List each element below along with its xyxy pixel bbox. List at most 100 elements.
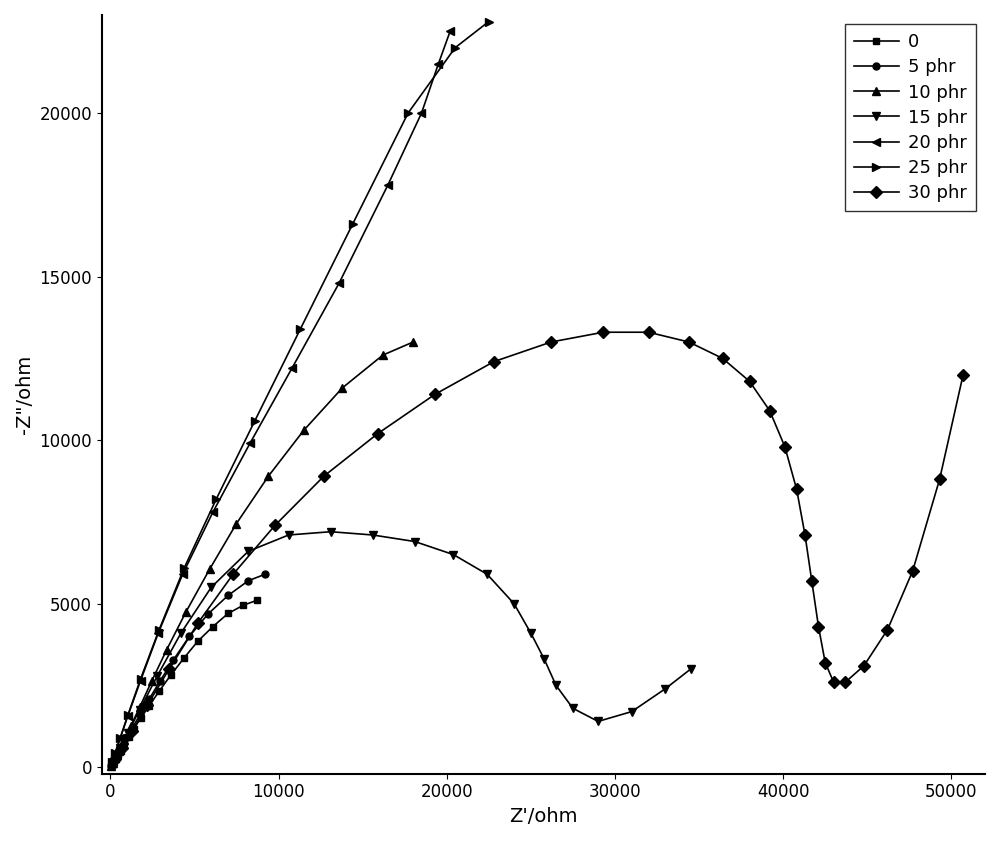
15 phr xyxy=(114,743,126,754)
15 phr xyxy=(106,759,118,769)
20 phr xyxy=(106,757,118,767)
5 phr xyxy=(113,747,125,757)
30 phr xyxy=(141,700,153,710)
10 phr xyxy=(204,564,216,574)
20 phr xyxy=(244,438,256,448)
5 phr xyxy=(134,709,146,719)
15 phr xyxy=(151,670,163,680)
10 phr xyxy=(125,721,137,731)
20 phr xyxy=(177,569,189,579)
15 phr xyxy=(538,654,550,664)
25 phr xyxy=(210,494,222,504)
25 phr xyxy=(402,108,414,118)
Line: 0: 0 xyxy=(108,597,260,770)
25 phr xyxy=(122,710,134,720)
5 phr xyxy=(143,695,155,705)
30 phr xyxy=(126,726,138,736)
Y-axis label: -Z"/ohm: -Z"/ohm xyxy=(15,355,34,434)
30 phr xyxy=(799,530,811,540)
0 xyxy=(110,754,122,764)
0 xyxy=(118,739,130,749)
25 phr xyxy=(178,563,190,573)
20 phr xyxy=(135,675,147,685)
25 phr xyxy=(449,43,461,53)
30 phr xyxy=(227,569,239,579)
15 phr xyxy=(592,717,604,727)
20 phr xyxy=(382,180,394,190)
10 phr xyxy=(262,471,274,481)
5 phr xyxy=(121,732,133,742)
10 phr xyxy=(118,735,130,745)
30 phr xyxy=(109,754,121,764)
15 phr xyxy=(122,727,134,738)
15 phr xyxy=(525,628,537,638)
20 phr xyxy=(122,711,134,721)
20 phr xyxy=(432,59,444,69)
10 phr xyxy=(161,645,173,655)
10 phr xyxy=(298,426,310,436)
0 xyxy=(251,595,263,606)
5 phr xyxy=(183,632,195,642)
5 phr xyxy=(167,655,179,665)
30 phr xyxy=(683,337,695,347)
15 phr xyxy=(134,705,146,715)
30 phr xyxy=(269,520,281,530)
25 phr xyxy=(135,674,147,684)
25 phr xyxy=(249,415,261,426)
0 xyxy=(135,713,147,723)
30 phr xyxy=(934,474,946,484)
15 phr xyxy=(409,537,421,547)
0 xyxy=(178,653,190,663)
0 xyxy=(106,760,118,770)
5 phr xyxy=(117,740,129,750)
15 phr xyxy=(481,569,493,579)
5 phr xyxy=(109,755,121,765)
10 phr xyxy=(407,337,419,347)
0 xyxy=(207,621,219,632)
30 phr xyxy=(764,405,776,415)
10 phr xyxy=(336,383,348,393)
15 phr xyxy=(550,680,562,690)
5 phr xyxy=(259,569,271,579)
0 xyxy=(165,670,177,680)
30 phr xyxy=(828,677,840,687)
10 phr xyxy=(134,702,146,712)
0 xyxy=(143,701,155,711)
25 phr xyxy=(294,324,306,334)
0 xyxy=(112,750,124,760)
10 phr xyxy=(107,758,119,768)
30 phr xyxy=(163,664,175,674)
25 phr xyxy=(153,625,165,635)
X-axis label: Z'/ohm: Z'/ohm xyxy=(509,807,578,826)
25 phr xyxy=(114,733,126,743)
5 phr xyxy=(106,759,118,770)
30 phr xyxy=(488,357,500,367)
30 phr xyxy=(779,442,791,452)
5 phr xyxy=(105,761,117,771)
30 phr xyxy=(819,658,831,668)
30 phr xyxy=(791,484,803,495)
Line: 20 phr: 20 phr xyxy=(108,27,454,766)
Line: 25 phr: 25 phr xyxy=(108,18,493,766)
5 phr xyxy=(111,752,123,762)
5 phr xyxy=(154,676,166,686)
Line: 30 phr: 30 phr xyxy=(111,328,967,763)
30 phr xyxy=(429,389,441,399)
25 phr xyxy=(109,748,121,759)
20 phr xyxy=(152,628,164,638)
30 phr xyxy=(907,566,919,576)
10 phr xyxy=(113,745,125,755)
0 xyxy=(153,686,165,696)
30 phr xyxy=(858,661,870,671)
5 phr xyxy=(107,758,119,768)
15 phr xyxy=(325,526,337,537)
Line: 15 phr: 15 phr xyxy=(108,527,695,768)
15 phr xyxy=(242,547,254,557)
5 phr xyxy=(202,609,214,619)
10 phr xyxy=(109,753,121,763)
10 phr xyxy=(105,760,117,770)
20 phr xyxy=(109,748,121,759)
0 xyxy=(115,745,127,755)
25 phr xyxy=(347,220,359,230)
20 phr xyxy=(444,26,456,36)
